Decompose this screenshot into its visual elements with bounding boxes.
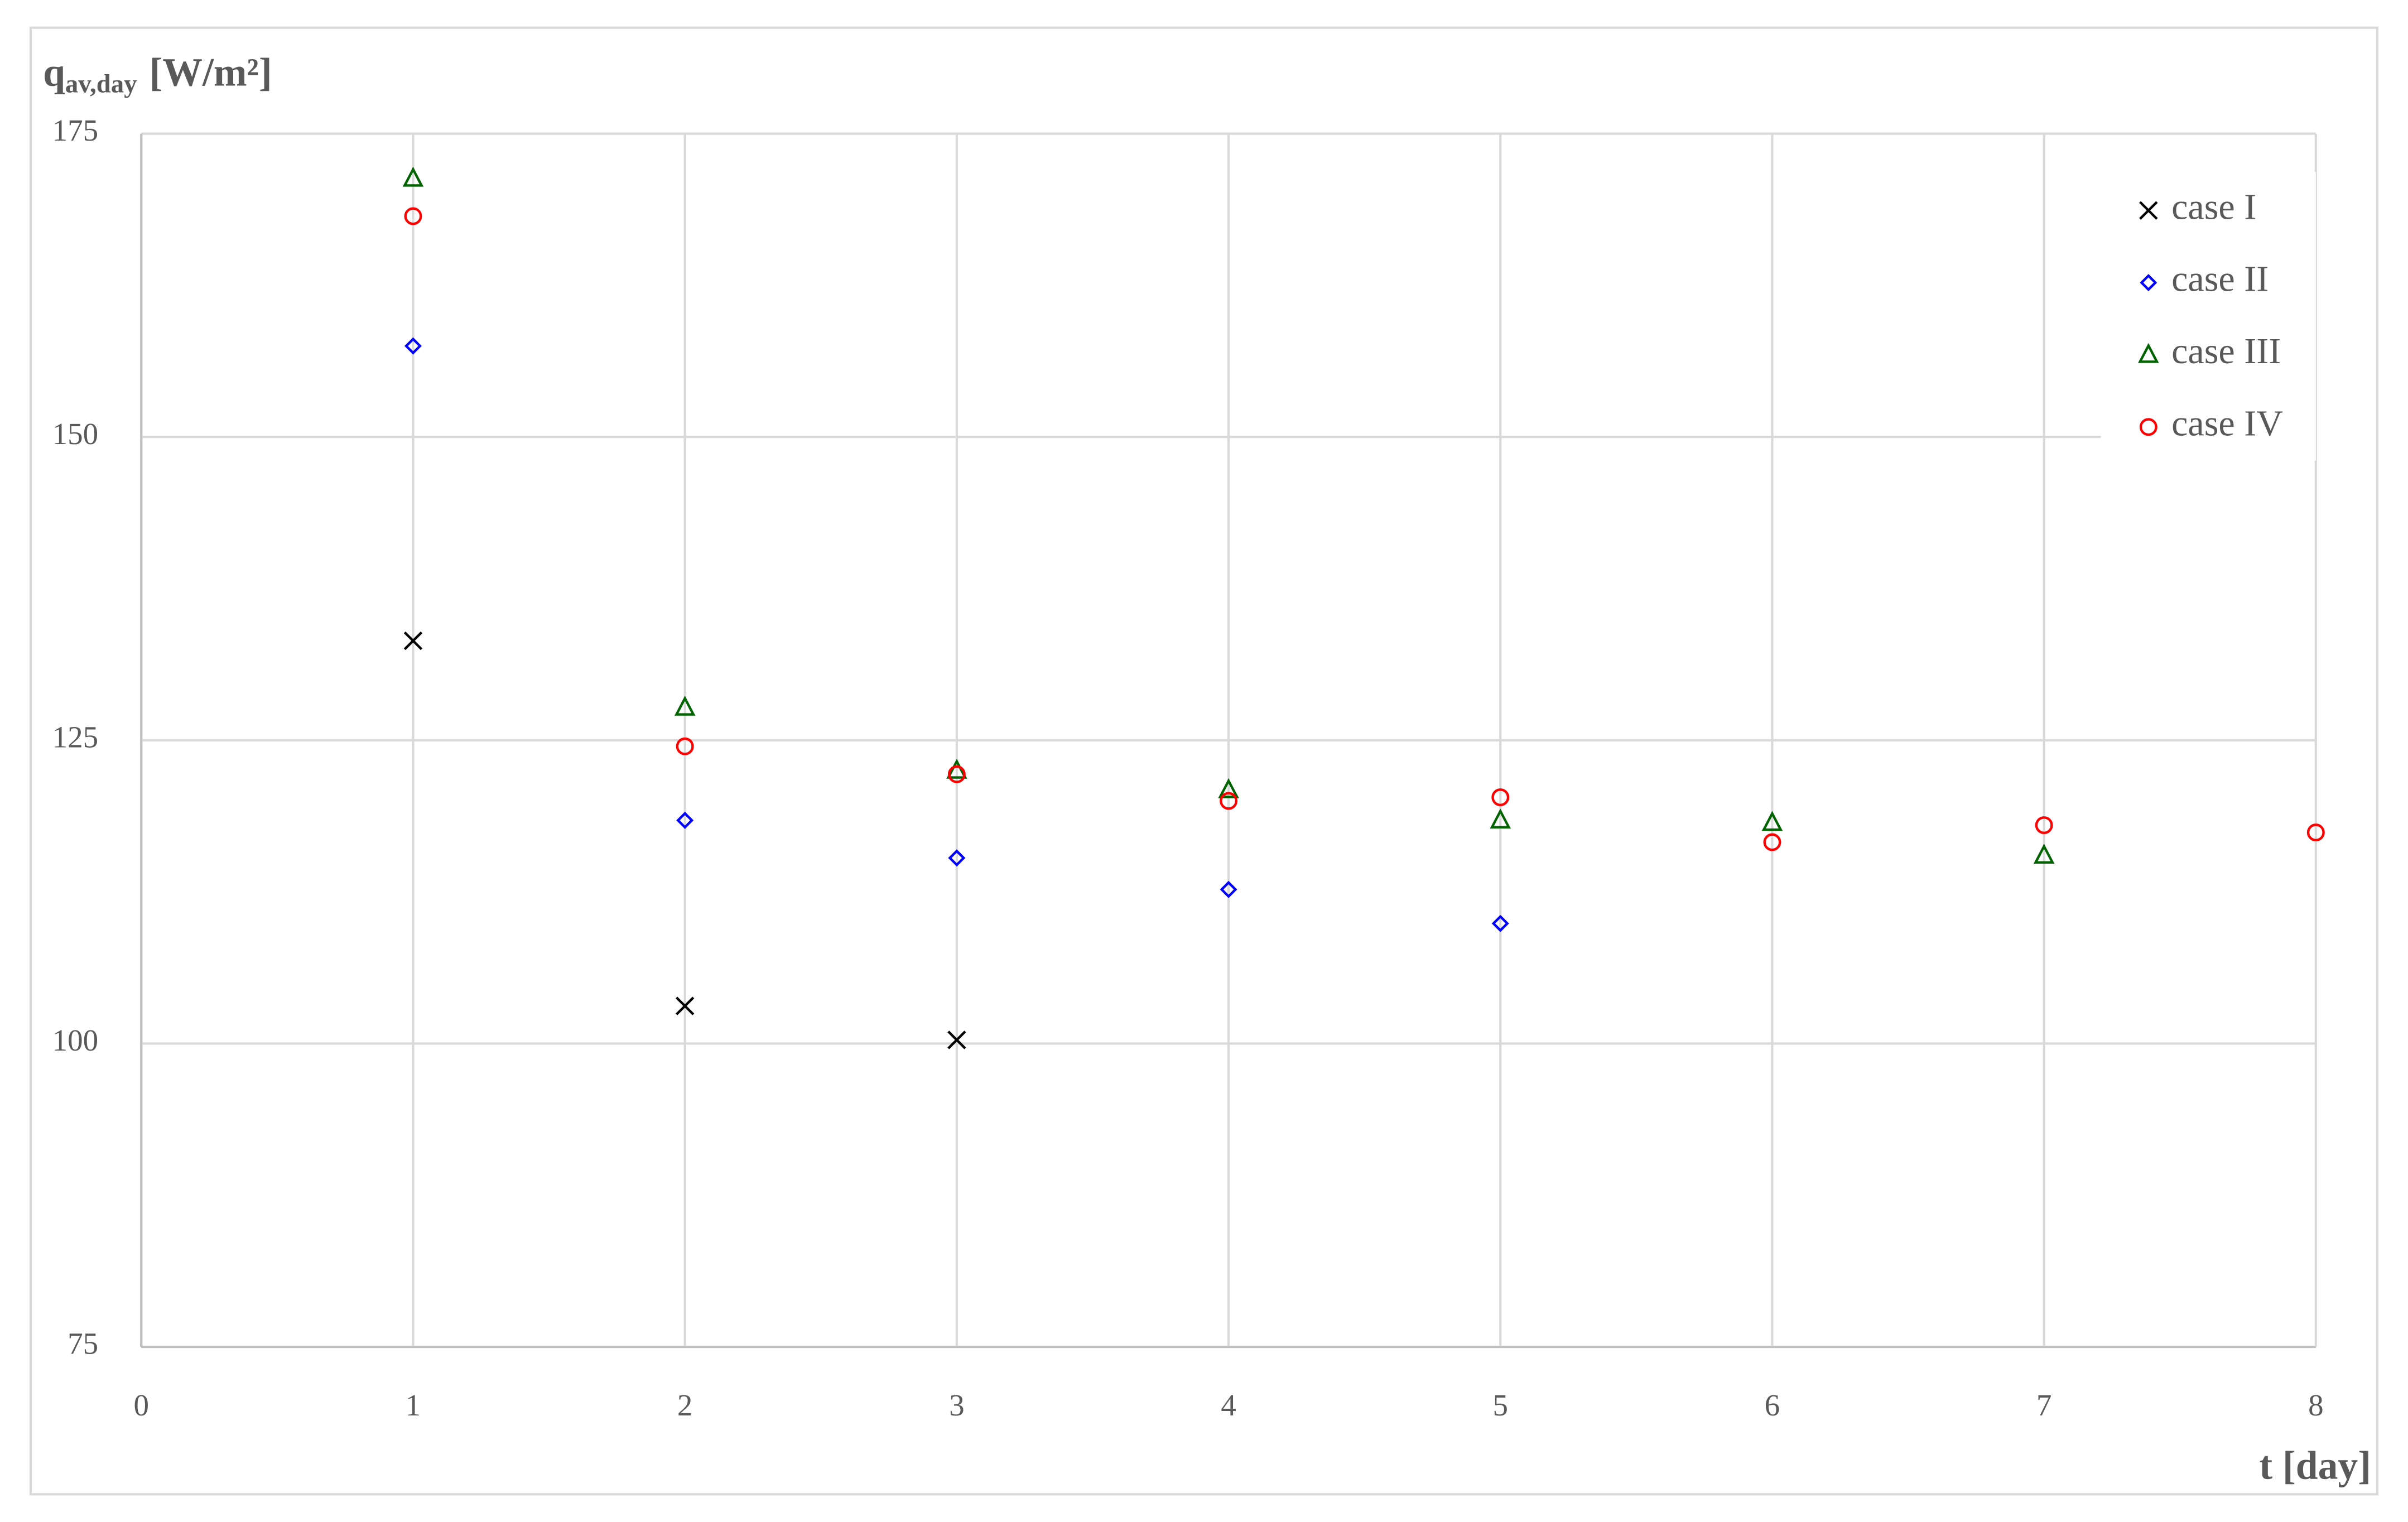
marker-diamond <box>2140 274 2157 292</box>
y-tick-label: 150 <box>52 417 99 451</box>
marker-x <box>403 631 423 651</box>
y-tick-label: 100 <box>52 1023 99 1057</box>
marker-triangle <box>674 695 696 716</box>
marker-triangle <box>1218 778 1239 798</box>
x-axis-label: t [day] <box>2259 1444 2371 1488</box>
marker-triangle <box>2033 844 2055 864</box>
y-label-sub: av,day <box>65 69 137 98</box>
marker-circle <box>947 765 966 783</box>
marker-circle <box>2139 418 2157 436</box>
marker-diamond <box>1491 914 1509 932</box>
y-tick-label: 125 <box>52 720 99 754</box>
marker-x <box>947 1030 966 1049</box>
legend-label: case II <box>2171 259 2269 300</box>
x-tick-label: 0 <box>133 1388 149 1422</box>
x-tick-label: 4 <box>1221 1388 1236 1422</box>
marker-triangle <box>946 758 967 779</box>
marker-triangle <box>402 166 424 187</box>
marker-x <box>2139 201 2158 220</box>
y-tick-label: 175 <box>52 113 99 147</box>
x-tick-label: 7 <box>2036 1388 2052 1422</box>
marker-diamond <box>948 849 966 867</box>
marker-circle <box>2306 823 2325 842</box>
legend-label: case IV <box>2171 403 2283 444</box>
marker-circle <box>1763 833 1781 851</box>
x-tick-label: 1 <box>406 1388 421 1422</box>
y-axis-label: qav,day [W/m²] <box>43 51 272 98</box>
legend-label: case III <box>2171 331 2281 372</box>
y-label-unit: [W/m²] <box>150 51 272 95</box>
marker-circle <box>2035 816 2053 835</box>
marker-diamond <box>1220 880 1237 898</box>
marker-triangle <box>1490 808 1511 829</box>
marker-circle <box>1491 788 1510 807</box>
y-tick-label: 75 <box>68 1327 98 1361</box>
marker-diamond <box>676 811 694 829</box>
x-tick-label: 8 <box>2308 1388 2324 1422</box>
x-tick-label: 5 <box>1492 1388 1508 1422</box>
marker-circle <box>404 207 422 225</box>
x-tick-label: 6 <box>1765 1388 1780 1422</box>
y-label-main: q <box>43 51 65 95</box>
marker-circle <box>1220 792 1238 810</box>
marker-diamond <box>404 337 422 355</box>
marker-x <box>675 996 695 1015</box>
marker-circle <box>676 737 694 755</box>
legend-box <box>2101 172 2316 461</box>
x-tick-label: 2 <box>677 1388 693 1422</box>
marker-triangle <box>2138 343 2159 363</box>
marker-triangle <box>1761 811 1783 831</box>
chart-border <box>29 26 2379 1496</box>
legend-label: case I <box>2171 186 2256 227</box>
x-tick-label: 3 <box>949 1388 965 1422</box>
